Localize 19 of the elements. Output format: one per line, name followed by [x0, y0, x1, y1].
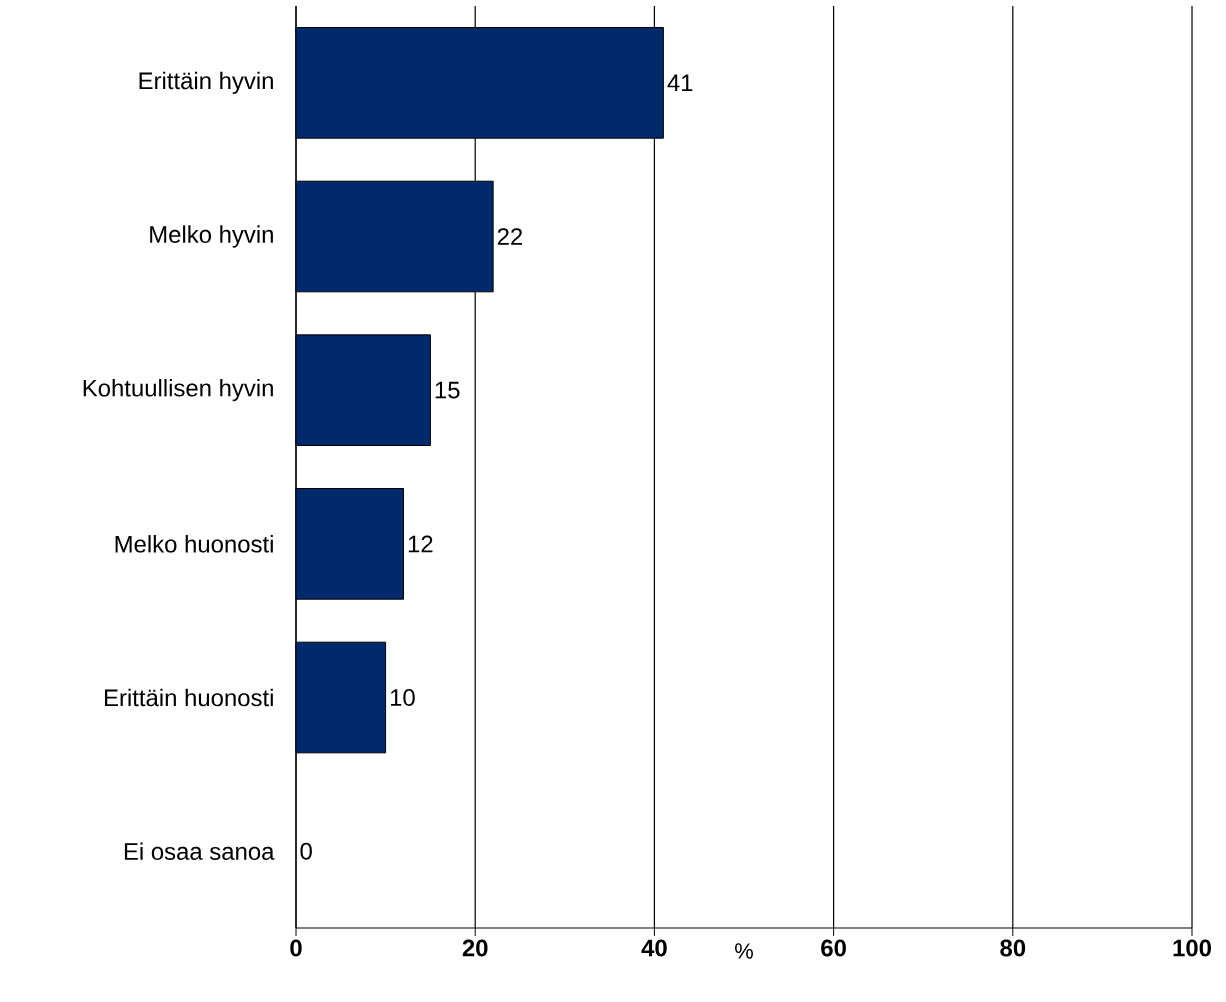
x-tick-label: 40: [641, 939, 667, 957]
y-tick-label: Erittäin huonosti: [104, 688, 273, 707]
y-tick-label: Ei osaa sanoa: [124, 842, 275, 860]
x-tick-label: 60: [821, 939, 846, 957]
y-tick-label: Kohtuullisen hyvin: [83, 379, 273, 402]
x-tick-label: 100: [1173, 939, 1211, 957]
x-axis-title: %: [735, 943, 753, 959]
data-label: 15: [435, 381, 460, 399]
x-tick-label: 20: [462, 939, 488, 957]
y-tick-label: Melko huonosti: [115, 535, 273, 553]
data-label: 41: [667, 74, 693, 92]
data-label: 22: [497, 228, 523, 245]
data-label: 0: [300, 842, 312, 860]
y-tick-label: Erittäin hyvin: [139, 71, 273, 94]
data-label: 10: [390, 689, 415, 706]
x-tick-label: 80: [1000, 939, 1026, 957]
x-tick-label: 0: [290, 939, 302, 957]
data-label: 12: [408, 535, 433, 553]
y-tick-label: Melko hyvin: [150, 225, 273, 248]
